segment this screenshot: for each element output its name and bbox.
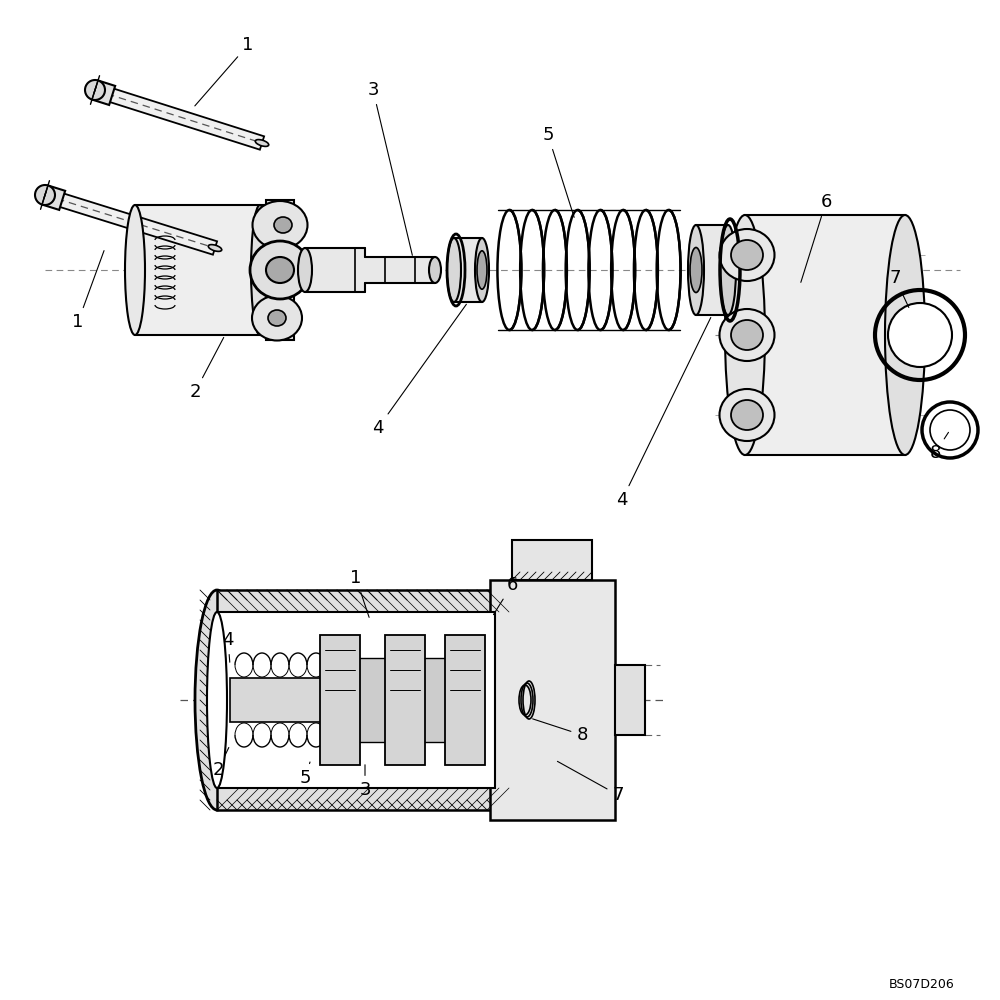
Ellipse shape [725, 215, 765, 455]
Polygon shape [217, 612, 495, 788]
Polygon shape [454, 238, 482, 302]
Ellipse shape [477, 251, 487, 289]
Text: 7: 7 [889, 269, 909, 307]
Polygon shape [43, 188, 217, 255]
Text: 3: 3 [367, 81, 412, 255]
Text: 6: 6 [493, 576, 518, 615]
Ellipse shape [251, 205, 269, 335]
Text: 4: 4 [222, 631, 234, 662]
Ellipse shape [195, 590, 239, 810]
Ellipse shape [274, 217, 292, 233]
Ellipse shape [885, 215, 925, 455]
Ellipse shape [720, 225, 736, 315]
Polygon shape [320, 635, 360, 765]
Polygon shape [490, 580, 615, 820]
Ellipse shape [731, 240, 763, 270]
Ellipse shape [125, 205, 145, 335]
Text: 7: 7 [557, 761, 624, 804]
Ellipse shape [35, 185, 55, 205]
Ellipse shape [298, 248, 312, 292]
Polygon shape [92, 80, 115, 105]
Ellipse shape [429, 257, 441, 283]
Ellipse shape [250, 241, 310, 299]
Ellipse shape [252, 296, 302, 340]
Polygon shape [696, 225, 728, 315]
Ellipse shape [888, 303, 952, 367]
Polygon shape [305, 248, 365, 292]
Ellipse shape [268, 310, 286, 326]
Text: 2: 2 [189, 337, 224, 401]
Polygon shape [330, 658, 470, 742]
Ellipse shape [252, 201, 308, 249]
Ellipse shape [720, 309, 774, 361]
Polygon shape [266, 200, 294, 340]
Polygon shape [512, 540, 592, 580]
Polygon shape [745, 215, 905, 455]
Polygon shape [385, 635, 425, 765]
Ellipse shape [731, 320, 763, 350]
Text: 5: 5 [299, 762, 311, 787]
Text: 6: 6 [801, 193, 832, 282]
Text: 1: 1 [195, 36, 254, 106]
Ellipse shape [85, 80, 105, 100]
Ellipse shape [720, 229, 774, 281]
Text: 2: 2 [212, 748, 229, 779]
Text: 8: 8 [533, 719, 588, 744]
Ellipse shape [475, 238, 489, 302]
Polygon shape [445, 635, 485, 765]
Polygon shape [93, 83, 264, 150]
Ellipse shape [930, 410, 970, 450]
Polygon shape [217, 590, 495, 810]
Text: 4: 4 [616, 317, 711, 509]
Text: 1: 1 [350, 569, 369, 617]
Ellipse shape [266, 257, 294, 283]
Text: BS07D206: BS07D206 [889, 978, 955, 991]
Text: 5: 5 [542, 126, 574, 217]
Text: 8: 8 [929, 432, 948, 462]
Text: 1: 1 [72, 251, 104, 331]
Text: 4: 4 [372, 304, 466, 437]
Ellipse shape [690, 247, 702, 292]
Polygon shape [365, 257, 435, 283]
Polygon shape [615, 665, 645, 735]
Ellipse shape [731, 400, 763, 430]
Ellipse shape [447, 238, 461, 302]
Polygon shape [135, 205, 265, 335]
Text: 3: 3 [359, 765, 371, 799]
Ellipse shape [208, 245, 222, 251]
Polygon shape [230, 678, 475, 722]
Ellipse shape [255, 140, 269, 146]
Ellipse shape [720, 389, 774, 441]
Ellipse shape [688, 225, 704, 315]
Polygon shape [42, 185, 65, 210]
Ellipse shape [207, 612, 227, 788]
